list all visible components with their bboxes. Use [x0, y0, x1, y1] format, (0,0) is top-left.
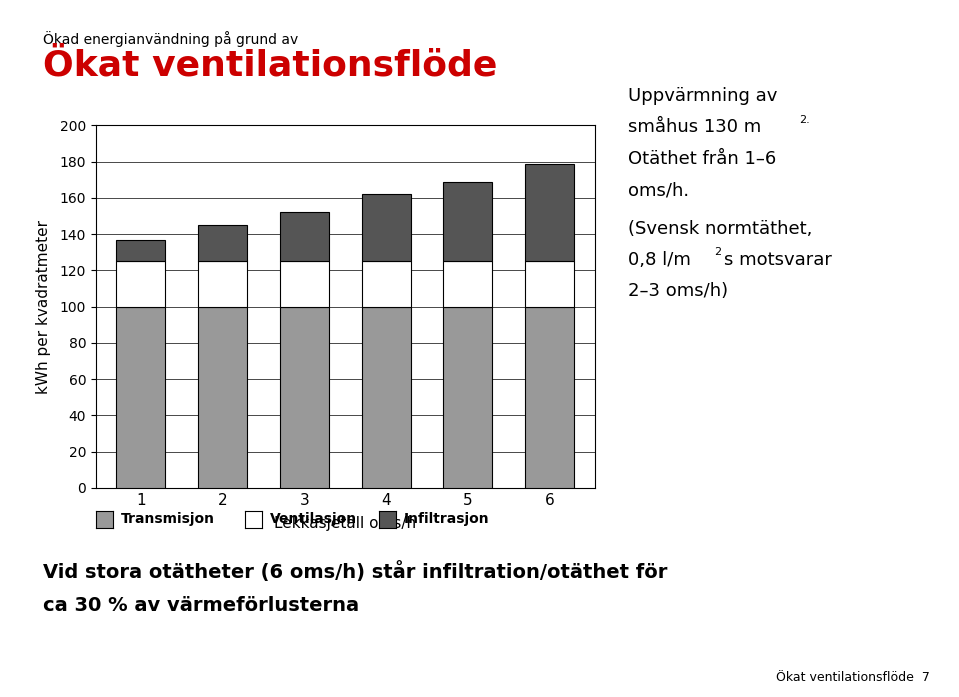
Bar [526, 307, 574, 488]
Y-axis label: kWh per kvadratmeter: kWh per kvadratmeter [36, 220, 52, 394]
Bar [280, 261, 329, 307]
Bar [443, 261, 492, 307]
Bar [116, 240, 165, 261]
Bar [526, 164, 574, 261]
Text: 2.: 2. [799, 115, 809, 125]
Text: (Svensk normtäthet,: (Svensk normtäthet, [628, 220, 812, 238]
Bar [116, 307, 165, 488]
Bar [443, 182, 492, 261]
Text: Vid stora otätheter (6 oms/h) står infiltration/otäthet för: Vid stora otätheter (6 oms/h) står infil… [43, 561, 667, 582]
Text: Ökat ventilationsflöde: Ökat ventilationsflöde [43, 49, 498, 83]
Text: Uppvärmning av: Uppvärmning av [628, 87, 778, 105]
Bar [199, 261, 247, 307]
Text: Infiltrasjon: Infiltrasjon [404, 512, 489, 526]
Bar [362, 194, 410, 261]
X-axis label: Lekkasjetall oms/h: Lekkasjetall oms/h [274, 516, 416, 531]
Bar [280, 213, 329, 261]
Bar [199, 225, 247, 261]
Bar [116, 261, 165, 307]
Bar [199, 307, 247, 488]
Text: Ökat ventilationsflöde  7: Ökat ventilationsflöde 7 [777, 671, 930, 684]
Bar [443, 307, 492, 488]
Text: Ventilasjon: Ventilasjon [269, 512, 357, 526]
Bar [526, 261, 574, 307]
Text: 2: 2 [714, 247, 721, 257]
Text: oms/h.: oms/h. [628, 181, 690, 199]
Text: s motsvarar: s motsvarar [724, 251, 831, 269]
Text: småhus 130 m: småhus 130 m [628, 118, 761, 137]
Bar [280, 307, 329, 488]
Text: Transmisjon: Transmisjon [121, 512, 215, 526]
Text: ca 30 % av värmeförlusterna: ca 30 % av värmeförlusterna [43, 596, 360, 615]
Text: 0,8 l/m: 0,8 l/m [628, 251, 691, 269]
Text: Ökad energianvändning på grund av: Ökad energianvändning på grund av [43, 31, 298, 47]
Bar [362, 261, 410, 307]
Text: 2–3 oms/h): 2–3 oms/h) [628, 282, 728, 300]
Text: Otäthet från 1–6: Otäthet från 1–6 [628, 150, 777, 168]
Bar [362, 307, 410, 488]
